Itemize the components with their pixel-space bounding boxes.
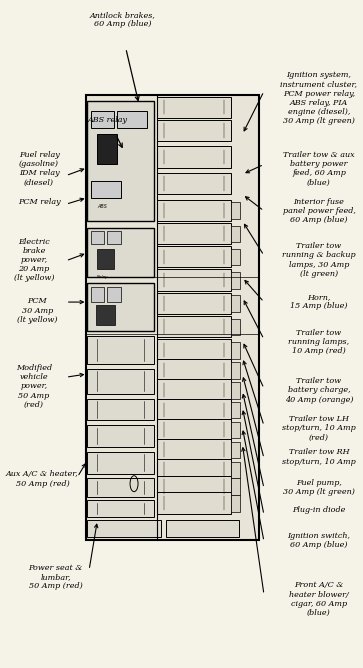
FancyBboxPatch shape	[231, 202, 240, 219]
FancyBboxPatch shape	[231, 402, 240, 418]
Text: Front A/C &
heater blower/
cigar, 60 Amp
(blue): Front A/C & heater blower/ cigar, 60 Amp…	[289, 581, 349, 617]
FancyBboxPatch shape	[158, 359, 231, 381]
Text: Trailer tow LH
stop/turn, 10 Amp
(red): Trailer tow LH stop/turn, 10 Amp (red)	[282, 415, 356, 442]
FancyBboxPatch shape	[231, 272, 240, 289]
FancyBboxPatch shape	[231, 295, 240, 312]
FancyBboxPatch shape	[231, 226, 240, 242]
FancyBboxPatch shape	[87, 228, 154, 277]
Text: PCM
30 Amp
(lt yellow): PCM 30 Amp (lt yellow)	[17, 297, 58, 324]
FancyBboxPatch shape	[91, 231, 104, 244]
FancyBboxPatch shape	[158, 419, 231, 440]
Text: Interior fuse
panel power feed,
60 Amp (blue): Interior fuse panel power feed, 60 Amp (…	[282, 198, 355, 224]
FancyBboxPatch shape	[231, 342, 240, 359]
FancyBboxPatch shape	[107, 287, 121, 302]
FancyBboxPatch shape	[158, 399, 231, 420]
FancyBboxPatch shape	[158, 339, 231, 361]
FancyBboxPatch shape	[158, 316, 231, 337]
Text: Fuel relay
(gasoline)
IDM relay
(diesel): Fuel relay (gasoline) IDM relay (diesel)	[19, 151, 60, 186]
FancyBboxPatch shape	[231, 382, 240, 399]
FancyBboxPatch shape	[158, 492, 231, 514]
FancyBboxPatch shape	[87, 369, 154, 394]
Text: Trailer tow RH
stop/turn, 10 Amp: Trailer tow RH stop/turn, 10 Amp	[282, 448, 356, 466]
Text: Modified
vehicle
power,
50 Amp
(red): Modified vehicle power, 50 Amp (red)	[16, 364, 52, 409]
FancyBboxPatch shape	[158, 173, 231, 194]
FancyBboxPatch shape	[87, 336, 154, 364]
FancyBboxPatch shape	[158, 459, 231, 480]
FancyBboxPatch shape	[231, 462, 240, 478]
Text: Trailer tow
running lamps,
10 Amp (red): Trailer tow running lamps, 10 Amp (red)	[288, 329, 350, 355]
FancyBboxPatch shape	[158, 246, 231, 267]
FancyBboxPatch shape	[97, 305, 115, 325]
FancyBboxPatch shape	[158, 476, 231, 497]
FancyBboxPatch shape	[87, 283, 154, 331]
FancyBboxPatch shape	[231, 362, 240, 379]
FancyBboxPatch shape	[87, 399, 154, 420]
FancyBboxPatch shape	[158, 146, 231, 168]
FancyBboxPatch shape	[158, 439, 231, 460]
FancyBboxPatch shape	[117, 111, 147, 128]
FancyBboxPatch shape	[231, 478, 240, 495]
FancyBboxPatch shape	[91, 111, 114, 128]
Text: Relay: Relay	[97, 275, 108, 279]
FancyBboxPatch shape	[231, 249, 240, 265]
Text: Antilock brakes,
60 Amp (blue): Antilock brakes, 60 Amp (blue)	[89, 11, 155, 28]
Text: ABS relay: ABS relay	[87, 116, 127, 124]
Text: Power seat &
lumbar,
50 Amp (red): Power seat & lumbar, 50 Amp (red)	[29, 564, 83, 590]
FancyBboxPatch shape	[87, 101, 154, 221]
FancyBboxPatch shape	[87, 452, 154, 474]
Text: Trailer tow
running & backup
lamps, 30 Amp
(lt green): Trailer tow running & backup lamps, 30 A…	[282, 242, 356, 278]
FancyBboxPatch shape	[158, 200, 231, 221]
FancyBboxPatch shape	[158, 269, 231, 291]
FancyBboxPatch shape	[86, 94, 259, 540]
Text: Horn,
15 Amp (blue): Horn, 15 Amp (blue)	[290, 293, 348, 310]
Text: Trailer tow & aux
battery power
feed, 60 Amp
(blue): Trailer tow & aux battery power feed, 60…	[283, 151, 355, 186]
FancyBboxPatch shape	[91, 287, 104, 302]
Text: Electric
brake
power,
20 Amp
(lt yellow): Electric brake power, 20 Amp (lt yellow)	[14, 238, 54, 283]
FancyBboxPatch shape	[166, 520, 239, 537]
FancyBboxPatch shape	[87, 425, 154, 447]
FancyBboxPatch shape	[97, 249, 114, 269]
Text: Plug-in diode: Plug-in diode	[292, 506, 346, 514]
FancyBboxPatch shape	[91, 181, 121, 198]
Text: Aux A/C & heater,
50 Amp (red): Aux A/C & heater, 50 Amp (red)	[6, 470, 79, 488]
FancyBboxPatch shape	[97, 134, 117, 164]
Text: Trailer tow
battery charge,
40 Amp (orange): Trailer tow battery charge, 40 Amp (oran…	[285, 377, 353, 403]
Text: Fuel pump,
30 Amp (lt green): Fuel pump, 30 Amp (lt green)	[283, 479, 355, 496]
FancyBboxPatch shape	[158, 223, 231, 244]
FancyBboxPatch shape	[107, 231, 121, 244]
Text: ABS: ABS	[97, 204, 107, 209]
FancyBboxPatch shape	[87, 478, 154, 497]
FancyBboxPatch shape	[231, 319, 240, 335]
Text: Ignition switch,
60 Amp (blue): Ignition switch, 60 Amp (blue)	[287, 532, 350, 550]
Text: PCM relay: PCM relay	[18, 198, 60, 206]
FancyBboxPatch shape	[231, 495, 240, 512]
FancyBboxPatch shape	[231, 422, 240, 438]
FancyBboxPatch shape	[158, 293, 231, 314]
FancyBboxPatch shape	[87, 520, 161, 537]
FancyBboxPatch shape	[231, 442, 240, 458]
FancyBboxPatch shape	[87, 500, 154, 517]
FancyBboxPatch shape	[158, 96, 231, 118]
FancyBboxPatch shape	[158, 120, 231, 141]
FancyBboxPatch shape	[158, 379, 231, 401]
Text: Ignition system,
instrument cluster,
PCM power relay,
ABS relay, PIA
engine (die: Ignition system, instrument cluster, PCM…	[281, 71, 358, 125]
